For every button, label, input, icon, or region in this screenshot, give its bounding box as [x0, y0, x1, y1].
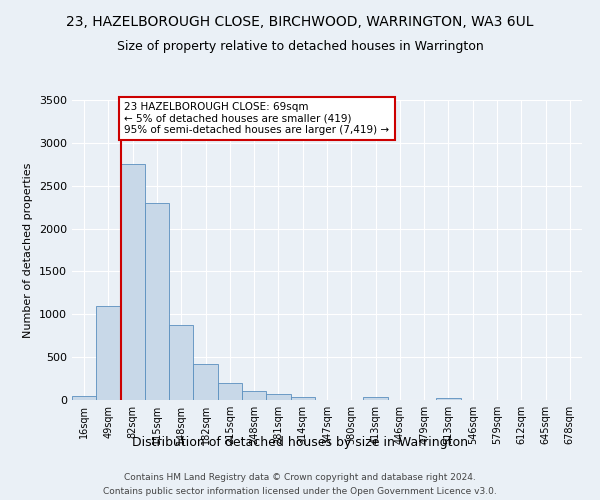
Bar — [145, 203, 169, 400]
Text: 23 HAZELBOROUGH CLOSE: 69sqm
← 5% of detached houses are smaller (419)
95% of se: 23 HAZELBOROUGH CLOSE: 69sqm ← 5% of det… — [124, 102, 389, 135]
Bar — [72, 396, 96, 400]
Text: Contains HM Land Registry data © Crown copyright and database right 2024.: Contains HM Land Registry data © Crown c… — [124, 473, 476, 482]
Bar — [218, 383, 242, 400]
Bar — [266, 394, 290, 400]
Bar — [364, 398, 388, 400]
Text: Size of property relative to detached houses in Warrington: Size of property relative to detached ho… — [116, 40, 484, 53]
Text: Distribution of detached houses by size in Warrington: Distribution of detached houses by size … — [132, 436, 468, 449]
Bar — [290, 396, 315, 400]
Bar — [96, 306, 121, 400]
Y-axis label: Number of detached properties: Number of detached properties — [23, 162, 34, 338]
Text: 23, HAZELBOROUGH CLOSE, BIRCHWOOD, WARRINGTON, WA3 6UL: 23, HAZELBOROUGH CLOSE, BIRCHWOOD, WARRI… — [66, 15, 534, 29]
Bar — [242, 392, 266, 400]
Bar — [193, 364, 218, 400]
Bar — [121, 164, 145, 400]
Bar — [169, 324, 193, 400]
Bar — [436, 398, 461, 400]
Text: Contains public sector information licensed under the Open Government Licence v3: Contains public sector information licen… — [103, 486, 497, 496]
